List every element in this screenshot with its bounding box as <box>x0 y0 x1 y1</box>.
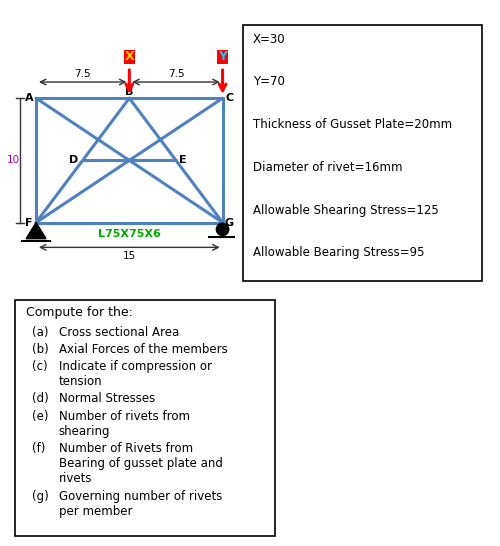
Circle shape <box>216 223 229 235</box>
Text: Indicate if compression or: Indicate if compression or <box>58 360 212 373</box>
Text: (a): (a) <box>32 325 48 339</box>
Text: Governing number of rivets: Governing number of rivets <box>58 490 222 503</box>
Text: (b): (b) <box>32 343 48 356</box>
Text: tension: tension <box>58 375 102 388</box>
Text: L75X75X6: L75X75X6 <box>98 229 161 239</box>
Text: (f): (f) <box>32 442 45 455</box>
Text: X=30: X=30 <box>253 33 286 46</box>
Text: Y=70: Y=70 <box>253 75 284 88</box>
Text: D: D <box>70 156 78 165</box>
Text: (c): (c) <box>32 360 47 373</box>
Text: rivets: rivets <box>58 472 92 485</box>
Text: Allowable Bearing Stress=95: Allowable Bearing Stress=95 <box>253 246 424 259</box>
Text: Compute for the:: Compute for the: <box>26 306 133 319</box>
Text: G: G <box>225 217 234 228</box>
Text: Axial Forces of the members: Axial Forces of the members <box>58 343 228 356</box>
Text: 15: 15 <box>122 251 136 261</box>
Text: C: C <box>226 93 234 103</box>
Text: B: B <box>125 87 134 97</box>
Text: Number of rivets from: Number of rivets from <box>58 410 190 423</box>
Text: Allowable Shearing Stress=125: Allowable Shearing Stress=125 <box>253 204 438 217</box>
Text: Thickness of Gusset Plate=20mm: Thickness of Gusset Plate=20mm <box>253 118 452 131</box>
Text: A: A <box>25 93 34 103</box>
Text: 7.5: 7.5 <box>168 69 184 79</box>
Polygon shape <box>26 223 46 239</box>
Text: Number of Rivets from: Number of Rivets from <box>58 442 192 455</box>
Text: (g): (g) <box>32 490 48 503</box>
Text: Bearing of gusset plate and: Bearing of gusset plate and <box>58 457 222 470</box>
Text: shearing: shearing <box>58 425 110 438</box>
Text: per member: per member <box>58 505 132 518</box>
Text: (e): (e) <box>32 410 48 423</box>
Text: (d): (d) <box>32 393 48 405</box>
Text: 7.5: 7.5 <box>74 69 91 79</box>
Text: Diameter of rivet=16mm: Diameter of rivet=16mm <box>253 161 402 174</box>
Text: Cross sectional Area: Cross sectional Area <box>58 325 179 339</box>
Text: 10: 10 <box>6 156 20 165</box>
Text: Normal Stresses: Normal Stresses <box>58 393 155 405</box>
Text: E: E <box>179 156 186 165</box>
Text: X: X <box>124 50 134 63</box>
Text: F: F <box>26 217 33 228</box>
Text: Y: Y <box>218 50 227 63</box>
